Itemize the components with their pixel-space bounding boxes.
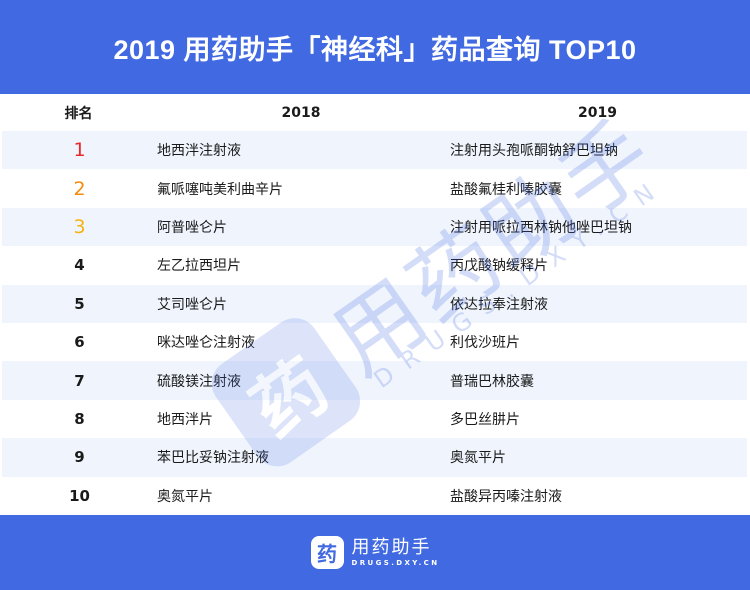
column-header-rank: 排名 [64, 105, 93, 122]
drug-2019-cell: 盐酸氟桂利嗪胶囊 [450, 181, 562, 198]
title-banner: 2019 用药助手「神经科」药品查询 TOP10 [0, 0, 750, 94]
table-row: 8 地西泮片 多巴丝肼片 [2, 400, 747, 438]
rank-cell: 2 [73, 177, 86, 200]
rank-cell: 6 [74, 333, 85, 352]
drug-2019-cell: 丙戊酸钠缓释片 [450, 258, 548, 275]
rank-cell: 5 [74, 294, 85, 313]
drug-2019-cell: 依达拉奉注射液 [450, 296, 548, 313]
rank-cell: 1 [73, 139, 86, 162]
drug-2019-cell: 普瑞巴林胶囊 [450, 373, 534, 390]
table-row: 9 苯巴比妥钠注射液 奥氮平片 [2, 438, 747, 477]
rank-cell: 8 [74, 409, 85, 428]
brand-name: 用药助手 [351, 536, 432, 558]
drug-2018-cell: 咪达唑仑注射液 [157, 335, 255, 352]
drug-2018-cell: 奥氮平片 [157, 488, 213, 505]
drug-2019-cell: 奥氮平片 [450, 450, 506, 467]
table-row: 4 左乙拉西坦片 丙戊酸钠缓释片 [2, 246, 747, 284]
ranking-table: 排名 2018 2019 1 地西泮注射液 注射用头孢哌酮钠舒巴坦钠 2 氟哌噻… [0, 94, 750, 515]
rank-cell: 4 [74, 256, 85, 275]
drug-2018-cell: 左乙拉西坦片 [157, 258, 241, 275]
table-row: 6 咪达唑仑注射液 利伐沙班片 [2, 323, 747, 361]
table-row: 1 地西泮注射液 注射用头孢哌酮钠舒巴坦钠 [2, 131, 747, 170]
drug-2019-cell: 多巴丝肼片 [450, 411, 520, 428]
drug-2018-cell: 硫酸镁注射液 [157, 373, 241, 390]
column-header-2018: 2018 [281, 104, 321, 121]
footer-banner: 药 用药助手 DRUGS.DXY.CN [0, 515, 750, 590]
drug-2018-cell: 地西泮片 [157, 411, 213, 428]
drug-2019-cell: 注射用头孢哌酮钠舒巴坦钠 [450, 143, 618, 160]
pill-app-icon: 药 [310, 536, 344, 569]
table-row: 3 阿普唑仑片 注射用哌拉西林钠他唑巴坦钠 [2, 207, 747, 247]
rank-cell: 9 [74, 448, 85, 467]
drug-2019-cell: 盐酸异丙嗪注射液 [450, 488, 562, 505]
drug-2018-cell: 氟哌噻吨美利曲辛片 [157, 181, 283, 198]
drug-2019-cell: 注射用哌拉西林钠他唑巴坦钠 [450, 219, 632, 236]
brand-url: DRUGS.DXY.CN [351, 558, 440, 567]
column-header-2019: 2019 [578, 104, 617, 121]
page-title: 2019 用药助手「神经科」药品查询 TOP10 [113, 34, 637, 65]
drug-2018-cell: 地西泮注射液 [157, 143, 241, 160]
rank-cell: 3 [73, 215, 86, 238]
rank-cell: 7 [74, 371, 85, 390]
drug-2018-cell: 艾司唑仑片 [157, 296, 227, 313]
table-row: 7 硫酸镁注射液 普瑞巴林胶囊 [2, 361, 747, 400]
drug-2018-cell: 阿普唑仑片 [157, 219, 227, 236]
drug-2019-cell: 利伐沙班片 [450, 335, 520, 352]
table-row: 2 氟哌噻吨美利曲辛片 盐酸氟桂利嗪胶囊 [2, 169, 747, 207]
rank-cell: 10 [69, 486, 90, 505]
table-row: 5 艾司唑仑片 依达拉奉注射液 [2, 284, 747, 323]
drug-2018-cell: 苯巴比妥钠注射液 [157, 450, 269, 467]
brand-logo: 药 用药助手 DRUGS.DXY.CN [310, 536, 440, 569]
table-row: 10 奥氮平片 盐酸异丙嗪注射液 [2, 477, 747, 515]
table-header-row: 排名 2018 2019 [0, 94, 750, 131]
